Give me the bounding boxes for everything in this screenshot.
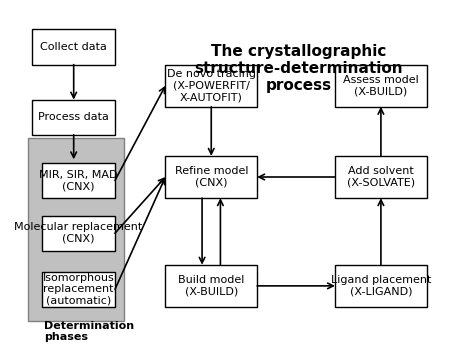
- Text: Molecular replacement
(CNX): Molecular replacement (CNX): [14, 222, 142, 244]
- Text: Refine model
(CNX): Refine model (CNX): [174, 166, 248, 188]
- FancyBboxPatch shape: [42, 216, 115, 251]
- Text: De novo tracing
(X-POWERFIT/
X-AUTOFIT): De novo tracing (X-POWERFIT/ X-AUTOFIT): [167, 69, 256, 102]
- FancyBboxPatch shape: [165, 65, 257, 107]
- Text: MIR, SIR, MAD
(CNX): MIR, SIR, MAD (CNX): [39, 170, 118, 191]
- Text: Isomorphous
replacement
(automatic): Isomorphous replacement (automatic): [42, 273, 114, 306]
- FancyBboxPatch shape: [32, 100, 115, 135]
- FancyBboxPatch shape: [335, 65, 427, 107]
- FancyBboxPatch shape: [42, 163, 115, 198]
- FancyBboxPatch shape: [335, 265, 427, 307]
- FancyBboxPatch shape: [165, 156, 257, 198]
- FancyBboxPatch shape: [28, 138, 124, 321]
- Text: Process data: Process data: [38, 112, 109, 122]
- Text: Ligand placement
(X-LIGAND): Ligand placement (X-LIGAND): [331, 275, 431, 297]
- Text: The crystallographic
structure-determination
process: The crystallographic structure-determina…: [194, 44, 403, 93]
- FancyBboxPatch shape: [42, 272, 115, 307]
- Text: Add solvent
(X-SOLVATE): Add solvent (X-SOLVATE): [347, 166, 415, 188]
- Text: Assess model
(X-BUILD): Assess model (X-BUILD): [343, 75, 419, 97]
- FancyBboxPatch shape: [165, 265, 257, 307]
- FancyBboxPatch shape: [335, 156, 427, 198]
- Text: Collect data: Collect data: [40, 42, 107, 52]
- Text: Build model
(X-BUILD): Build model (X-BUILD): [178, 275, 245, 297]
- FancyBboxPatch shape: [32, 29, 115, 65]
- Text: Determination
phases: Determination phases: [44, 321, 134, 342]
